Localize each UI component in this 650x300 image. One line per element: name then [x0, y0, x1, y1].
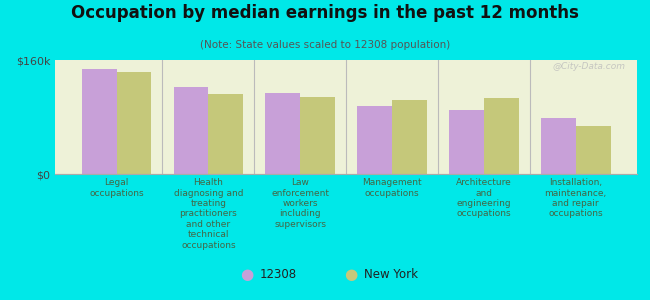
- Text: (Note: State values scaled to 12308 population): (Note: State values scaled to 12308 popu…: [200, 40, 450, 50]
- Bar: [174, 87, 209, 174]
- Text: ●: ●: [240, 267, 254, 282]
- Text: 12308: 12308: [260, 268, 297, 281]
- Bar: [484, 98, 519, 174]
- Bar: [541, 118, 576, 174]
- Bar: [392, 100, 427, 174]
- Bar: [116, 72, 151, 174]
- Bar: [357, 106, 392, 174]
- Bar: [449, 110, 484, 174]
- Text: New York: New York: [364, 268, 418, 281]
- Text: Occupation by median earnings in the past 12 months: Occupation by median earnings in the pas…: [71, 4, 579, 22]
- Bar: [265, 94, 300, 174]
- Text: ●: ●: [344, 267, 358, 282]
- Bar: [209, 94, 243, 174]
- Bar: [82, 69, 116, 174]
- Bar: [300, 97, 335, 174]
- Text: @City-Data.com: @City-Data.com: [552, 62, 625, 71]
- Bar: [576, 125, 610, 174]
